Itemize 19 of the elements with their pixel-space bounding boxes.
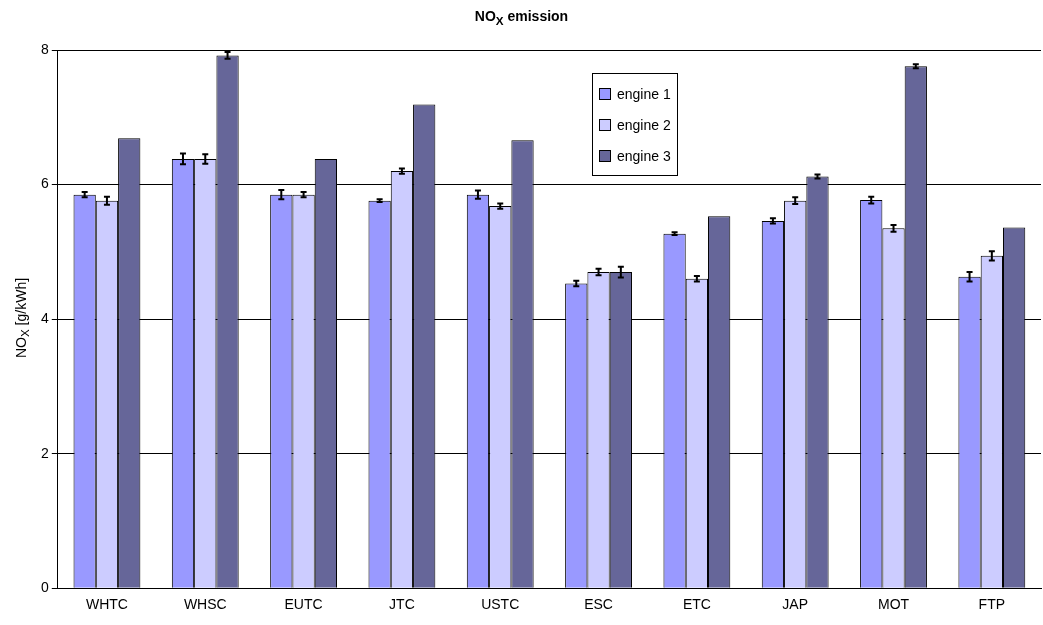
y-tick-label: 2	[40, 444, 49, 461]
x-tick-label: USTC	[481, 596, 520, 613]
legend-label: engine 1	[617, 85, 671, 102]
legend-label: engine 2	[617, 116, 671, 133]
x-tick-label: EUTC	[284, 596, 323, 613]
legend-label: engine 3	[617, 147, 671, 164]
y-tick-label: 6	[40, 175, 49, 192]
x-tick-label: JTC	[389, 596, 415, 613]
x-tick-label: WHSC	[183, 596, 227, 613]
x-tick-label: MOT	[877, 596, 910, 613]
x-tick-label: FTP	[978, 596, 1006, 613]
x-tick-label: JAP	[782, 596, 809, 613]
y-tick-label: 0	[40, 579, 49, 596]
x-tick-label: ETC	[682, 596, 711, 613]
y-tick-label: 4	[40, 309, 49, 326]
x-tick-label: WHTC	[85, 596, 128, 613]
chart-title: NO$_{X}$ emission	[473, 8, 570, 27]
x-tick-label: ESC	[584, 596, 613, 613]
y-tick-label: 8	[40, 40, 49, 57]
